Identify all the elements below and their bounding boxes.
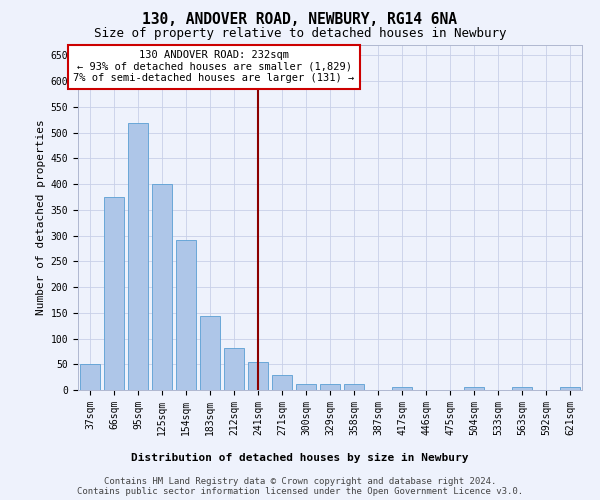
Bar bbox=[344, 384, 364, 390]
Text: 130, ANDOVER ROAD, NEWBURY, RG14 6NA: 130, ANDOVER ROAD, NEWBURY, RG14 6NA bbox=[143, 12, 458, 28]
Bar bbox=[248, 362, 268, 390]
Text: Contains public sector information licensed under the Open Government Licence v3: Contains public sector information licen… bbox=[77, 486, 523, 496]
Bar bbox=[272, 375, 292, 390]
Bar bbox=[392, 388, 412, 390]
Y-axis label: Number of detached properties: Number of detached properties bbox=[37, 120, 46, 316]
Bar bbox=[512, 388, 532, 390]
Bar bbox=[560, 388, 580, 390]
Bar bbox=[464, 387, 484, 390]
Bar bbox=[104, 197, 124, 390]
Text: Distribution of detached houses by size in Newbury: Distribution of detached houses by size … bbox=[131, 452, 469, 462]
Text: 130 ANDOVER ROAD: 232sqm
← 93% of detached houses are smaller (1,829)
7% of semi: 130 ANDOVER ROAD: 232sqm ← 93% of detach… bbox=[73, 50, 355, 84]
Text: Size of property relative to detached houses in Newbury: Size of property relative to detached ho… bbox=[94, 28, 506, 40]
Bar bbox=[320, 384, 340, 390]
Bar bbox=[224, 348, 244, 390]
Bar bbox=[128, 124, 148, 390]
Bar bbox=[152, 184, 172, 390]
Bar bbox=[200, 316, 220, 390]
Bar bbox=[296, 384, 316, 390]
Text: Contains HM Land Registry data © Crown copyright and database right 2024.: Contains HM Land Registry data © Crown c… bbox=[104, 476, 496, 486]
Bar bbox=[80, 364, 100, 390]
Bar bbox=[176, 240, 196, 390]
